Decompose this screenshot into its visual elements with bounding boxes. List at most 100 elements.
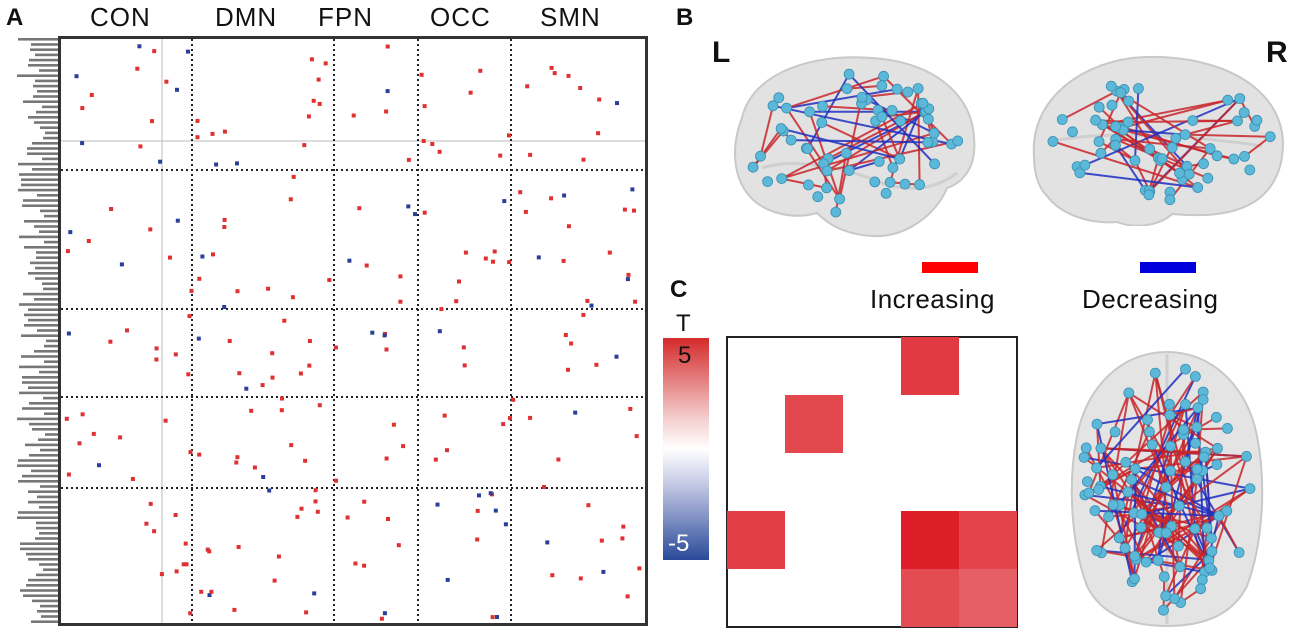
matrix-cell [313,488,318,493]
matrix-cell [385,44,390,49]
brain-node [804,106,815,118]
brain-node [869,176,881,188]
matrix-cell [364,263,369,268]
matrix-cell [235,455,240,460]
brain-node [843,68,855,80]
brain-node [1241,451,1252,462]
matrix-cell [144,521,149,526]
matrix-cell [80,106,85,111]
row-label [20,547,58,551]
brain-node [817,100,828,112]
row-label [32,599,58,603]
brain-node [1180,399,1191,410]
matrix-cell [311,98,316,103]
network-matrix-cell [901,511,959,569]
brain-edge [1061,90,1118,121]
matrix-cell [164,79,169,84]
matrix-cell [581,157,586,162]
matrix-cell [620,536,625,541]
matrix-cell [490,615,495,620]
matrix-cell [175,87,179,92]
matrix-cell [118,435,123,440]
matrix-cell [249,408,254,413]
brain-edge [1119,525,1172,539]
brain-edge [1183,427,1228,431]
row-label [27,152,58,155]
row-label [40,209,58,213]
row-label [32,428,58,431]
brain-edge [1149,97,1241,193]
brain-edge [827,119,902,160]
matrix-cell [66,331,71,336]
brain-node [1143,189,1155,201]
row-label [43,396,58,400]
matrix-cell [545,540,550,545]
row-label [21,355,58,358]
brain-node [1129,155,1141,166]
brain-node [1195,583,1207,595]
connectivity-matrix [58,36,648,626]
brain-node [1095,147,1107,159]
row-label [36,521,58,525]
matrix-cell [351,113,356,118]
brain-edge [1141,487,1251,516]
matrix-cell [637,566,642,571]
matrix-cell [80,412,85,417]
brain-node [1130,463,1141,475]
matrix-cell [549,196,554,201]
matrix-cell [442,413,447,418]
matrix-cell [303,458,308,463]
brain-node [876,111,888,123]
matrix-cell [508,416,512,421]
row-label [44,240,58,244]
row-label [39,69,58,72]
brain-node [912,83,924,94]
matrix-cell [615,101,619,106]
row-label [24,220,58,223]
brain-node [1123,95,1135,107]
matrix-cell [65,249,70,254]
matrix-cell [195,135,200,140]
row-label [34,350,58,353]
matrix-cell [244,386,249,391]
brain-node [952,135,964,147]
brain-node [1081,476,1093,488]
matrix-cell [419,72,424,77]
network-matrix-cell [727,511,785,569]
brain-node [1232,115,1243,127]
brain-node [1091,462,1102,474]
matrix-cell [445,577,450,582]
matrix-cell [109,207,114,211]
brain-node [1196,574,1208,586]
row-label [39,370,58,374]
row-label [28,272,58,275]
brain-node [1170,133,1182,144]
matrix-cell [196,336,201,341]
row-label [32,168,58,171]
right-hemisphere-label: R [1266,36,1288,69]
row-label [45,131,58,135]
brain-edge [1095,368,1187,469]
matrix-cell [307,363,312,368]
brain-edge [1096,549,1209,561]
brain-edge [1100,447,1181,568]
row-label [31,43,58,46]
row-labels [17,38,58,623]
brain-node [880,187,892,199]
row-label [31,469,58,473]
matrix-cell [518,190,523,195]
matrix-cell [384,109,389,114]
row-label [28,490,58,493]
matrix-cell [370,330,375,335]
row-label [17,516,58,519]
row-label [30,261,58,265]
brain-node [1222,94,1234,106]
brain-node [834,193,845,205]
brain-node [781,102,792,114]
brain-node [1191,463,1203,475]
matrix-cell [89,93,94,97]
matrix-cell [163,418,168,423]
brain-node [1201,522,1213,534]
brain-node [1122,116,1134,128]
matrix-cell [566,224,571,229]
